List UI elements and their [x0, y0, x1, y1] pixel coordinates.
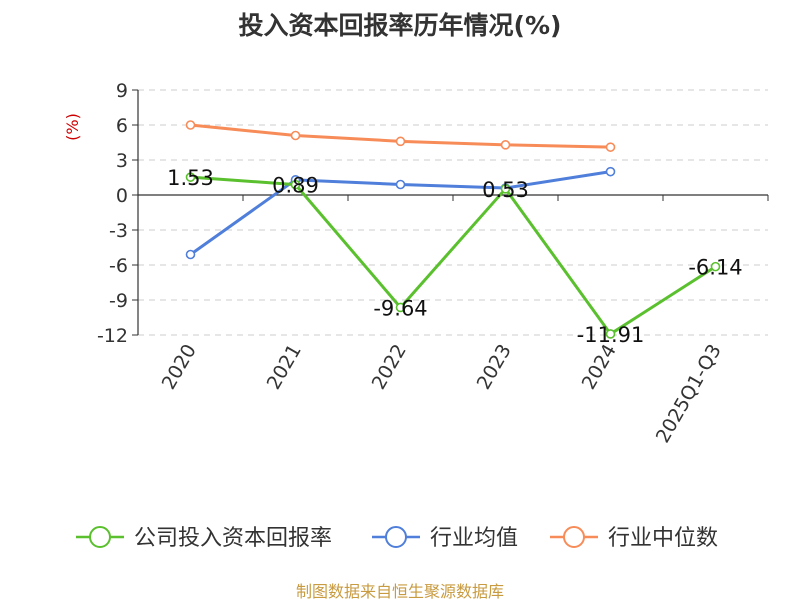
y-tick-label: 9: [116, 80, 128, 102]
legend-label: 行业均值: [430, 526, 518, 551]
x-tick-label: 2025Q1-Q3: [652, 341, 726, 447]
y-tick-label: -12: [97, 325, 128, 347]
data-label: 0.89: [272, 174, 319, 198]
data-label: -9.64: [373, 296, 427, 320]
source-note: 制图数据来自恒生聚源数据库: [295, 582, 504, 601]
series-group: [185, 120, 721, 339]
legend-marker: [563, 526, 585, 548]
data-point: [395, 302, 406, 313]
legend: 公司投入资本回报率 行业均值 行业中位数: [76, 526, 718, 551]
y-tick-label: -3: [109, 220, 128, 242]
y-tick-label: 3: [116, 150, 128, 172]
data-label: -11.91: [577, 323, 645, 347]
data-point: [605, 166, 616, 177]
y-tick-labels: 9 6 3 0 -3 -6 -9 -12: [97, 80, 128, 347]
y-tick-label: -6: [109, 255, 128, 277]
series-line-0: [190, 175, 717, 336]
grid-lines: [138, 89, 768, 336]
x-tick-label: 2020: [158, 341, 201, 394]
data-label: -6.14: [688, 256, 742, 280]
data-point: [290, 130, 301, 141]
data-point: [185, 120, 196, 130]
data-label: 1.53: [167, 166, 214, 190]
legend-marker: [385, 526, 407, 548]
data-labels: 1.53 0.89 -9.64 0.53 -11.91 -6.14: [167, 166, 743, 347]
legend-label: 行业中位数: [608, 526, 718, 551]
data-point: [710, 261, 721, 272]
x-tick-label: 2021: [263, 341, 306, 394]
axes: [132, 89, 769, 336]
y-tick-label: 0: [116, 185, 128, 207]
x-tick-label: 2023: [473, 341, 516, 394]
x-tick-labels: 2020 2021 2022 2023 2024 2025Q1-Q3: [158, 341, 726, 447]
data-point: [290, 179, 301, 190]
data-label: 0.53: [482, 178, 529, 202]
data-point: [500, 184, 511, 194]
data-point: [500, 140, 511, 150]
y-tick-label: 6: [116, 115, 128, 137]
y-axis-label: (%): [63, 113, 82, 141]
legend-label: 公司投入资本回报率: [134, 526, 332, 551]
y-tick-label: -9: [109, 290, 128, 312]
data-point: [395, 136, 406, 147]
data-point: [605, 329, 616, 339]
data-point: [185, 172, 196, 182]
data-point: [395, 179, 406, 190]
x-tick-label: 2022: [368, 341, 411, 394]
chart-title: 投入资本回报率历年情况(%): [238, 11, 562, 40]
data-point: [605, 142, 616, 152]
x-tick-label: 2024: [578, 341, 621, 394]
legend-marker: [89, 526, 111, 548]
data-point: [185, 249, 196, 260]
